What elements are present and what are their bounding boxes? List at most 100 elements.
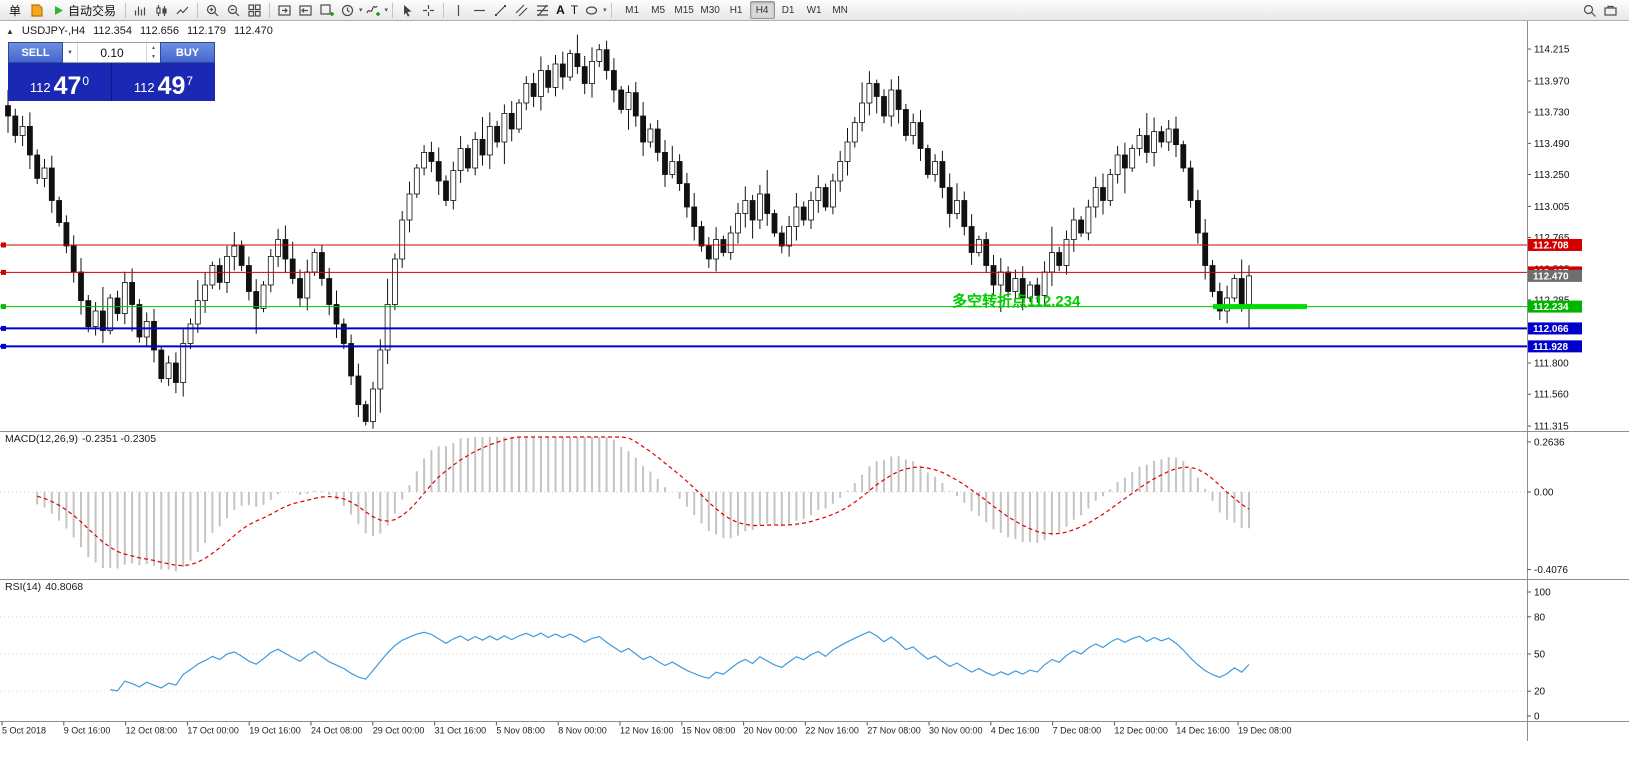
candle-body xyxy=(12,115,19,136)
candle-body xyxy=(786,226,792,247)
sell-price-big: 112 xyxy=(29,80,51,95)
level-line-handle[interactable] xyxy=(1,269,6,275)
candle-body xyxy=(224,255,230,283)
auto-scroll-icon[interactable] xyxy=(295,1,316,19)
toolbox-icon[interactable] xyxy=(1600,1,1621,19)
timeframe-m5[interactable]: M5 xyxy=(651,4,666,16)
time-axis-label: 17 Oct 00:00 xyxy=(187,726,239,736)
candle-body xyxy=(479,138,486,156)
search-icon[interactable] xyxy=(1579,1,1600,19)
macd-name: MACD(12,26,9) xyxy=(5,433,78,445)
green-trend-segment[interactable] xyxy=(1213,304,1307,310)
sell-price[interactable]: 112 47 0 xyxy=(8,63,111,101)
candle-body xyxy=(19,126,26,136)
autotrade-label: 自动交易 xyxy=(68,3,117,18)
tile-windows-icon[interactable] xyxy=(244,1,265,19)
timeframe-mn[interactable]: MN xyxy=(832,4,848,16)
time-axis-label: 27 Nov 08:00 xyxy=(867,726,921,736)
candle-body xyxy=(1136,135,1143,149)
candle-body xyxy=(1209,265,1216,292)
candle-body xyxy=(866,83,873,104)
candle-body xyxy=(114,297,121,314)
zoom-in-icon[interactable] xyxy=(202,1,223,19)
horizontal-line-tool-icon[interactable] xyxy=(469,1,490,19)
candle-body xyxy=(34,154,41,179)
candle-body xyxy=(530,83,537,97)
candlestick-chart-icon[interactable] xyxy=(151,1,172,19)
candle-body xyxy=(377,349,384,390)
chart-shift-icon[interactable] xyxy=(274,1,295,19)
channel-tool-icon[interactable] xyxy=(511,1,532,19)
volume-value[interactable]: 0.10 xyxy=(100,45,124,60)
vertical-line-tool-icon[interactable] xyxy=(448,1,469,19)
menu-order[interactable]: 单 xyxy=(9,3,22,18)
candle-body xyxy=(1187,167,1194,201)
volume-stepper[interactable]: ▲ ▼ xyxy=(146,43,160,62)
crosshair-icon[interactable] xyxy=(418,1,439,19)
candle-body xyxy=(983,239,990,266)
candle-body xyxy=(523,83,530,104)
level-line-handle[interactable] xyxy=(1,343,6,349)
ohlc-open: 112.354 xyxy=(93,25,133,37)
zoom-out-icon[interactable] xyxy=(223,1,244,19)
volume-dropdown-icon[interactable]: ▼ xyxy=(63,43,78,62)
candle-body xyxy=(1165,128,1172,143)
timeframe-h4[interactable]: H4 xyxy=(749,1,775,19)
cursor-icon[interactable] xyxy=(397,1,418,19)
timeframe-h1[interactable]: H1 xyxy=(729,4,743,16)
level-line-handle[interactable] xyxy=(1,242,6,248)
candle-body xyxy=(501,113,508,143)
candle-body xyxy=(472,138,479,169)
candle-body xyxy=(457,148,464,172)
timeframe-m30[interactable]: M30 xyxy=(700,4,720,16)
level-line-handle[interactable] xyxy=(1,304,6,310)
period-clock-icon[interactable] xyxy=(337,1,358,19)
candle-body xyxy=(70,245,77,273)
candle-body xyxy=(611,70,617,91)
time-axis-label: 5 Oct 2018 xyxy=(2,726,46,736)
shapes-dropdown-icon[interactable]: ▾ xyxy=(603,7,607,14)
candle-body xyxy=(800,206,807,221)
level-line-handle[interactable] xyxy=(1,325,6,331)
candle-body xyxy=(187,323,194,344)
volume-field[interactable]: ▼ 0.10 ▲ ▼ xyxy=(63,42,160,63)
timeframe-m1[interactable]: M1 xyxy=(625,4,640,16)
buy-button[interactable]: BUY xyxy=(160,42,215,63)
candle-body xyxy=(406,193,413,221)
pivot-annotation-text[interactable]: 多空转折点112.234 xyxy=(952,293,1081,310)
period-dropdown-icon[interactable]: ▾ xyxy=(359,7,363,14)
candle-body xyxy=(873,83,880,97)
candle-body xyxy=(399,219,406,260)
candle-body xyxy=(238,245,245,266)
volume-down-icon[interactable]: ▼ xyxy=(151,54,156,61)
timeframe-d1[interactable]: D1 xyxy=(781,4,795,16)
candle-body xyxy=(698,226,705,247)
time-axis-label: 19 Dec 08:00 xyxy=(1238,726,1292,736)
candle-body xyxy=(172,362,179,383)
trendline-tool-icon[interactable] xyxy=(490,1,511,19)
new-order-icon[interactable] xyxy=(26,1,47,19)
candle-body xyxy=(545,70,552,88)
symbol-title: USDJPY-,H4 xyxy=(21,25,86,37)
timeframe-m15[interactable]: M15 xyxy=(674,4,694,16)
buy-price[interactable]: 112 49 7 xyxy=(111,63,215,101)
candle-body xyxy=(311,252,318,273)
volume-up-icon[interactable]: ▲ xyxy=(151,44,156,51)
timeframe-w1[interactable]: W1 xyxy=(806,4,822,16)
new-chart-icon[interactable] xyxy=(316,1,337,19)
indicators-dropdown-icon[interactable]: ▾ xyxy=(384,7,389,14)
fibonacci-tool-icon[interactable] xyxy=(532,1,553,19)
autotrade-button[interactable]: 自动交易 xyxy=(47,1,121,19)
candle-body xyxy=(1078,219,1084,234)
text-tool-icon[interactable]: A xyxy=(556,3,565,17)
text-label-tool-icon[interactable]: T xyxy=(570,3,579,17)
bar-chart-icon[interactable] xyxy=(130,1,151,19)
line-chart-icon[interactable] xyxy=(172,1,193,19)
candle-body xyxy=(1173,128,1179,145)
indicators-icon[interactable] xyxy=(363,1,384,19)
candle-body xyxy=(538,70,544,97)
sell-button[interactable]: SELL xyxy=(8,42,63,63)
shapes-tool-icon[interactable] xyxy=(581,1,602,19)
candle-body xyxy=(231,245,238,257)
price-axis-label: 111.315 xyxy=(1534,422,1569,433)
